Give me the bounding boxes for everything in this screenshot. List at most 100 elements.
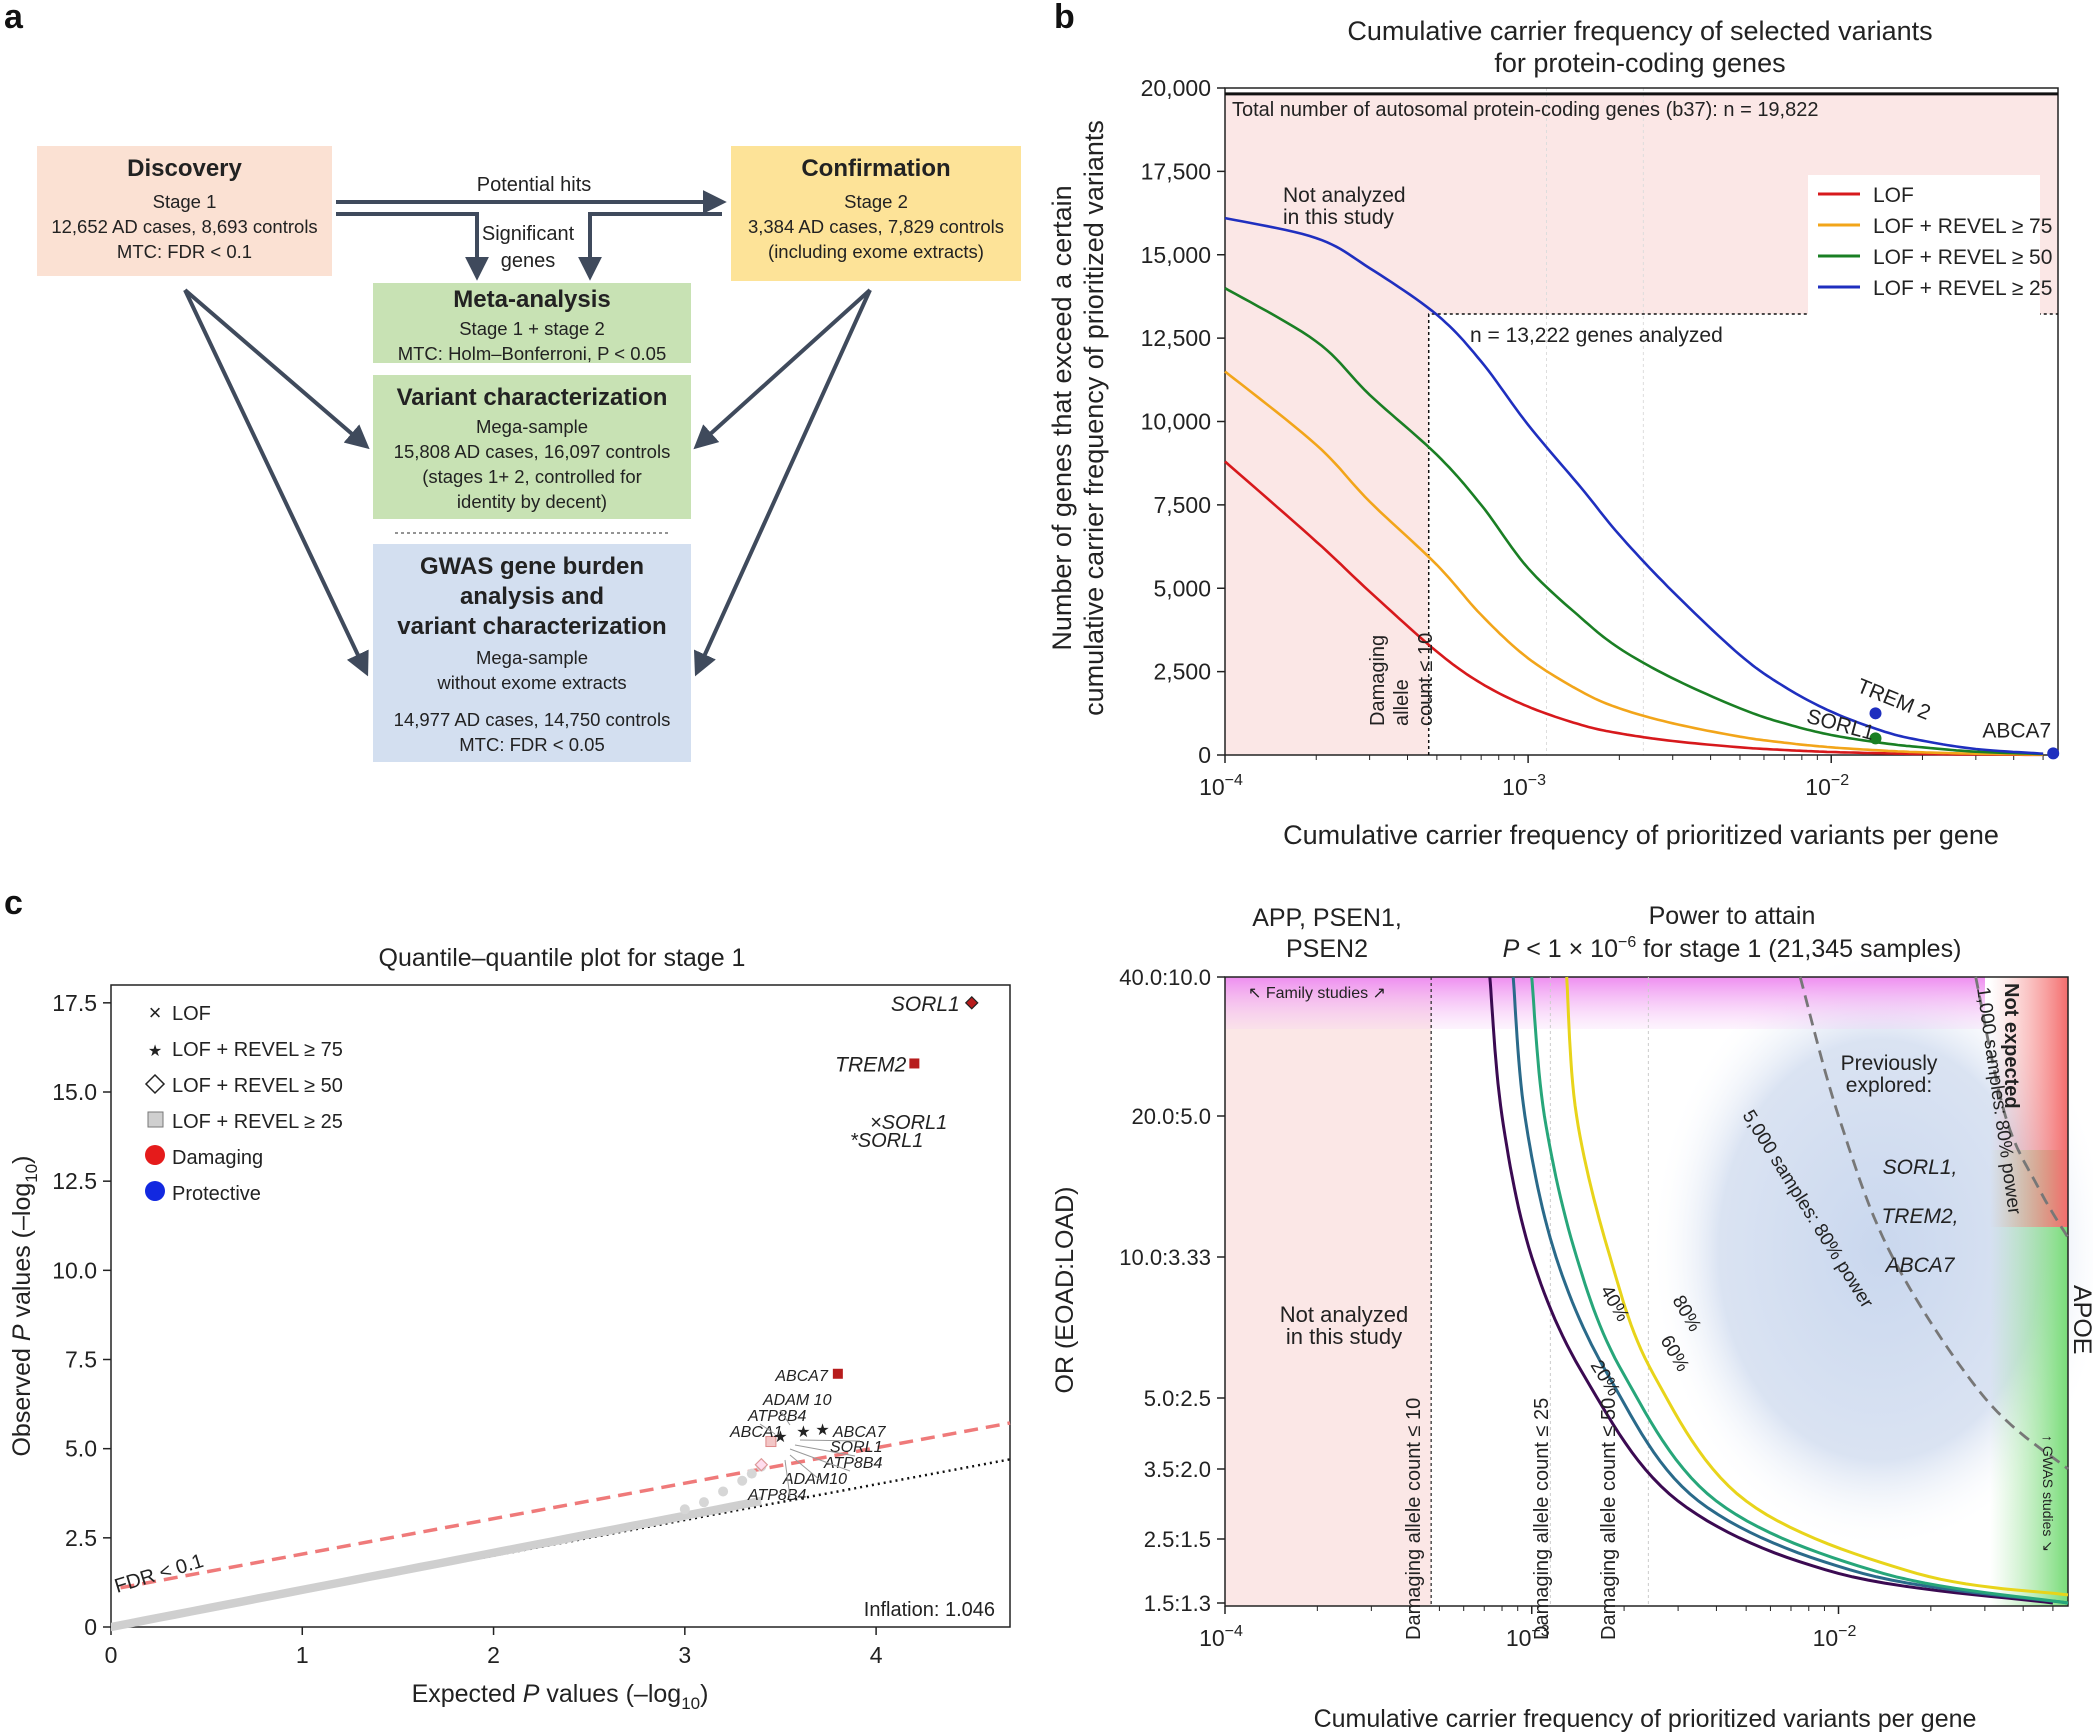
y-tick-label: 0 [84,1614,97,1640]
chart-title: Quantile–quantile plot for stage 1 [379,944,746,972]
y-tick-label: 15,000 [1141,242,1211,268]
discovery-line: Stage 1 [152,191,217,212]
inflation-label: Inflation: 1.046 [864,1599,995,1621]
x-tick-label: 10−4 [1199,1623,1243,1651]
arrow-significant-left [336,212,489,281]
damaging-label: allele [1391,679,1413,726]
x-tick-exponent: −2 [1831,772,1849,789]
abca1-label: ABCA1 [729,1424,782,1441]
qq-point-band [111,1496,762,1632]
meta-line: MTC: Holm–Bonferroni, P < 0.05 [397,342,667,364]
y-tick-label: 7.5 [65,1347,97,1373]
fdr-label: FDR < 0.1 [112,1550,206,1598]
legend-swatch [145,1145,165,1165]
panel-letter-a: a [4,0,23,36]
x-tick-exponent: −4 [1225,1623,1243,1640]
text-span: P [523,1680,540,1708]
y-tick-label: 17,500 [1141,158,1211,184]
analyzed-dotted-line [1427,313,2058,755]
chart-title: Cumulative carrier frequency of selected… [1347,16,1932,46]
previously-explored-label: Previously [1841,1052,1938,1075]
leader-line [779,1409,791,1426]
text-span: < 1 × 10 [1519,935,1618,963]
x-tick-base: 10 [1506,1625,1532,1651]
atp8b4-gray-label: ATP8B4 [823,1455,883,1472]
x-tick-label: 10−4 [1199,772,1243,800]
legend-label: LOF + REVEL ≥ 25 [1873,277,2052,300]
square-marker [832,1368,843,1379]
y-tick-label: 2.5 [65,1525,97,1551]
leader-line [799,1439,861,1442]
variant-characterization-title: Variant characterization [396,384,668,411]
legend-swatch [147,1111,164,1128]
x-tick-label: 10−2 [1805,772,1849,800]
y-axis-label: cumulative carrier frequency of prioriti… [1079,120,1109,716]
discovery-line: 12,652 AD cases, 8,693 controls [51,215,318,237]
leader-line [789,1448,851,1472]
series-line-LOF [1224,460,2044,757]
gwas-title: GWAS gene burden analysis and variant ch… [373,552,691,642]
arrow-confirmation-variant [693,288,872,450]
y-tick-label: 0 [1198,742,1211,768]
family-studies-label: ↖ Family studies ↗ [1248,985,1386,1002]
legend-label: LOF [172,1003,211,1025]
qq-point [679,1504,690,1515]
apoe-label: APOE [2068,1285,2093,1354]
star-marker: ★ [773,1429,787,1446]
variant-line: identity by decent) [456,490,608,512]
top-left-label: PSEN2 [1286,935,1368,963]
gwas-line: without exome extracts [437,671,627,693]
legend-swatch [145,1181,165,1201]
previously-explored-region [1650,950,2093,1550]
leader-line [784,1459,791,1498]
gwas-studies-label: ↑ GWAS studies ↘ [2040,1435,2056,1552]
arrow-discovery-gwas [183,289,369,677]
legend-swatch: × [149,1000,162,1025]
arrow-confirmation-gwas [693,289,872,677]
qq-point [718,1486,729,1497]
gwas-line [373,696,691,708]
legend-label: LOF + REVEL ≥ 50 [1873,246,2052,269]
variant-line: Mega-sample [475,416,589,437]
x-tick-label: 4 [870,1642,883,1668]
confirmation-line: 3,384 AD cases, 7,829 controls [747,215,1005,237]
abca7-gray-label: ABCA7 [832,1424,887,1441]
power-curve-80% [1565,976,2069,1597]
leader-line [794,1444,856,1457]
panel-letter-b: b [1054,0,1075,36]
qq-point [746,1468,757,1479]
y-tick-label: 17.5 [52,990,97,1016]
gene-point [2047,747,2060,760]
y-tick-label: 5.0:2.5 [1144,1386,1211,1411]
gene-point [1869,707,1882,720]
discovery-box: Discovery Stage 1 12,652 AD cases, 8,693… [37,146,332,276]
y-tick-label: 20,000 [1141,75,1211,101]
atp8b4-label: ATP8B4 [747,1408,807,1425]
sorl1-gray-label: ×SORL1 [870,1112,947,1134]
power-curve-60% [1530,976,2069,1605]
gwas-line: Mega-sample [475,647,589,668]
analyzed-region [1428,314,2058,755]
star-marker: ★ [815,1422,829,1439]
confirmation-line: Stage 2 [844,191,908,212]
gene-point [1869,732,1882,745]
qq-point [698,1497,709,1508]
text-span: ) [8,1155,36,1163]
y-tick-label: 7,500 [1153,492,1211,518]
curve-label: 40% [1596,1282,1633,1326]
y-tick-label: 10,000 [1141,409,1211,435]
y-tick-label: 10.0 [52,1257,97,1283]
y-tick-label: 15.0 [52,1079,97,1105]
diamond-marker [754,1457,769,1472]
variant-line: 15,808 AD cases, 16,097 controls [393,440,671,462]
legend-label: LOF + REVEL ≥ 75 [1873,215,2052,238]
chart-title: Power to attain [1649,902,1816,930]
text-span: P [1503,935,1520,963]
plot-frame [1224,87,2059,756]
gwas-title-line: GWAS gene burden [419,553,644,580]
variant-line: (stages 1+ 2, controlled for [422,465,642,487]
gwas-line: MTC: FDR < 0.05 [459,733,605,755]
adam10-gray-label: ADAM10 [782,1471,847,1488]
dashed-power-curve [1974,976,2070,1239]
legend-box [1808,175,2040,317]
